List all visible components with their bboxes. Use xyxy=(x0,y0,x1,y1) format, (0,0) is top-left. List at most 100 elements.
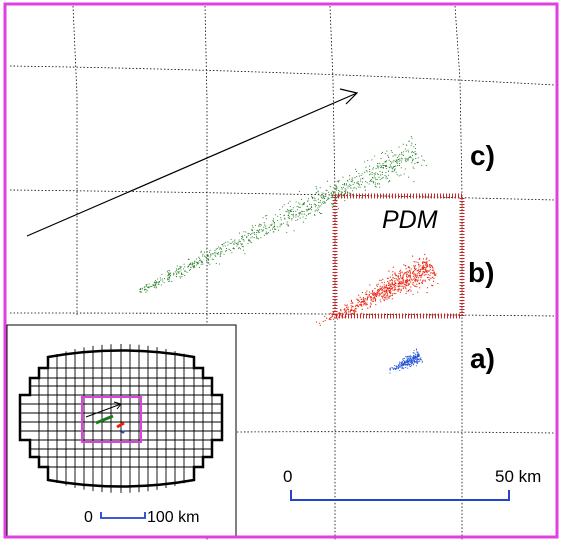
cluster-point xyxy=(343,183,345,185)
cluster-point xyxy=(413,267,416,270)
cluster-point xyxy=(406,358,408,360)
cluster-point xyxy=(392,170,394,172)
cluster-point xyxy=(412,363,414,365)
cluster-point xyxy=(413,271,415,273)
cluster-point xyxy=(414,148,417,150)
cluster-point xyxy=(403,273,405,275)
cluster-point xyxy=(405,150,407,152)
cluster-point xyxy=(408,140,410,142)
cluster-point xyxy=(374,182,376,184)
cluster-point xyxy=(301,204,303,206)
cluster-point xyxy=(345,310,347,312)
cluster-point xyxy=(403,367,405,369)
cluster-point xyxy=(239,248,242,250)
cluster-point xyxy=(318,209,320,211)
cluster-point xyxy=(274,214,276,216)
cluster-point xyxy=(336,195,339,197)
cluster-point xyxy=(416,354,418,356)
cluster-point xyxy=(361,197,363,199)
scale-bar-start-label: 0 xyxy=(283,467,292,486)
cluster-point xyxy=(375,304,377,306)
cluster-point xyxy=(344,304,346,306)
cluster-point xyxy=(385,164,387,166)
cluster-point xyxy=(176,265,178,267)
cluster-point xyxy=(272,218,274,220)
cluster-point xyxy=(265,231,267,233)
cluster-point xyxy=(323,197,325,199)
cluster-point xyxy=(369,296,371,298)
cluster-point xyxy=(361,173,363,175)
cluster-point xyxy=(286,231,288,234)
cluster-point xyxy=(250,242,252,244)
cluster-point xyxy=(160,284,162,286)
cluster-point xyxy=(350,305,352,307)
cluster-point xyxy=(400,174,402,176)
inset-arrow-icon xyxy=(85,401,122,418)
cluster-point xyxy=(414,265,417,267)
cluster-point xyxy=(412,361,414,363)
cluster-point xyxy=(196,264,198,266)
cluster-point xyxy=(414,361,416,363)
cluster-point xyxy=(416,363,418,365)
cluster-point xyxy=(388,270,390,272)
cluster-point xyxy=(316,210,319,212)
cluster-point xyxy=(314,214,316,217)
cluster-point xyxy=(421,282,423,284)
cluster-point xyxy=(225,248,227,250)
cluster-point xyxy=(302,211,304,213)
cluster-point xyxy=(226,249,228,252)
cluster-point xyxy=(405,272,407,274)
cluster-point xyxy=(277,215,279,217)
cluster-point xyxy=(371,176,374,179)
cluster-point xyxy=(402,279,404,281)
cluster-point xyxy=(393,286,395,288)
cluster-point xyxy=(215,248,217,250)
cluster-point xyxy=(409,363,411,366)
cluster-point xyxy=(383,290,385,292)
cluster-point xyxy=(320,194,323,196)
cluster-point xyxy=(412,356,414,358)
cluster-point xyxy=(333,193,335,195)
cluster-point xyxy=(369,284,371,286)
cluster-point xyxy=(392,166,395,168)
cluster-point xyxy=(306,209,308,211)
cluster-point xyxy=(389,179,391,182)
cluster-point xyxy=(357,182,359,184)
cluster-point xyxy=(315,200,317,202)
cluster-point xyxy=(279,226,281,228)
cluster-point xyxy=(366,293,368,296)
cluster-point xyxy=(204,251,206,253)
cluster-point xyxy=(378,176,380,178)
cluster-point xyxy=(362,300,364,303)
cluster-point xyxy=(391,298,393,300)
cluster-point xyxy=(406,357,408,359)
inset-map: 0 100 km xyxy=(6,324,237,537)
cluster-point xyxy=(401,277,403,279)
cluster-point xyxy=(383,299,385,301)
cluster-point xyxy=(403,173,405,175)
cluster-point xyxy=(372,298,374,300)
cluster-point xyxy=(241,243,243,245)
cluster-point xyxy=(212,253,214,255)
cluster-point xyxy=(325,189,327,191)
cluster-point xyxy=(344,193,346,195)
cluster-point xyxy=(307,209,309,211)
cluster-point xyxy=(351,302,353,304)
cluster-point xyxy=(409,355,411,357)
cluster-point xyxy=(258,231,260,233)
cluster-point xyxy=(209,256,211,258)
cluster-point xyxy=(335,186,337,188)
cluster-point xyxy=(208,255,210,257)
cluster-point xyxy=(169,276,171,278)
cluster-point xyxy=(339,193,341,195)
cluster-point xyxy=(192,262,194,264)
cluster-point xyxy=(373,296,375,299)
cluster-point xyxy=(215,262,217,265)
arrow-icon xyxy=(26,88,359,237)
cluster-point xyxy=(431,269,433,271)
cluster-point xyxy=(416,361,418,363)
cluster-point xyxy=(223,253,225,255)
cluster-point xyxy=(334,317,336,319)
cluster-point xyxy=(150,286,152,288)
cluster-point xyxy=(141,288,143,290)
